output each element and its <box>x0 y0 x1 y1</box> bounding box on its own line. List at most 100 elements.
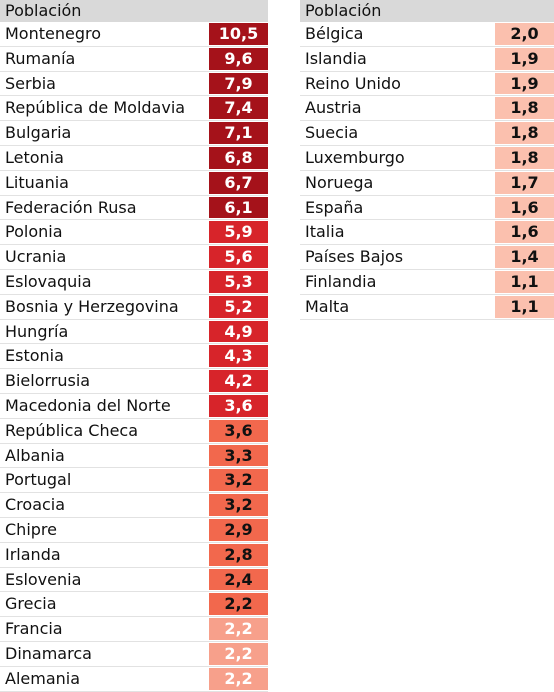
table-body: Montenegro 10,5 Rumanía 9,6 Serbia 7,9 Repúbli… <box>0 22 268 692</box>
country-name: Croacia <box>5 495 66 515</box>
value-cell: 4,3 <box>209 345 268 368</box>
table-row: España 1,6 <box>300 196 554 221</box>
country-name: Lituania <box>5 172 69 192</box>
table-row: Noruega 1,7 <box>300 171 554 196</box>
country-name: Bulgaria <box>5 123 72 143</box>
table-row: Grecia 2,2 <box>0 592 268 618</box>
table-row: Federación Rusa 6,1 <box>0 196 268 221</box>
table-row: Reino Unido 1,9 <box>300 72 554 97</box>
country-name: Federación Rusa <box>5 197 137 217</box>
table-row: Dinamarca 2,2 <box>0 642 268 667</box>
value-cell: 6,7 <box>209 171 268 194</box>
country-name: Letonia <box>5 147 64 167</box>
country-name: Reino Unido <box>305 73 401 93</box>
country-name: Malta <box>305 296 350 316</box>
country-name: República Checa <box>5 420 139 440</box>
value-cell: 2,2 <box>209 642 268 665</box>
table-body: Bélgica 2,0 Islandia 1,9 Reino Unido 1,9 Austr… <box>300 22 554 320</box>
table-row: Eslovenia 2,4 <box>0 568 268 593</box>
value-cell: 3,6 <box>209 394 268 417</box>
value-cell: 7,1 <box>209 122 268 144</box>
country-name: Países Bajos <box>305 247 404 267</box>
table-row: Bielorrusia 4,2 <box>0 369 268 394</box>
country-name: Finlandia <box>305 271 377 291</box>
table-row: Austria 1,8 <box>300 96 554 122</box>
country-name: Islandia <box>305 48 367 68</box>
table-right: Población Bélgica 2,0 Islandia 1,9 Reino Uni… <box>300 0 554 320</box>
country-name: Portugal <box>5 470 72 490</box>
value-cell: 4,2 <box>209 370 268 392</box>
country-name: Polonia <box>5 222 63 242</box>
table-row: Países Bajos 1,4 <box>300 245 554 270</box>
table-row: Finlandia 1,1 <box>300 270 554 295</box>
country-name: Eslovenia <box>5 569 82 589</box>
country-name: Austria <box>305 98 362 118</box>
table-left: Población Montenegro 10,5 Rumanía 9,6 Serbia… <box>0 0 268 692</box>
table-row: Ucrania 5,6 <box>0 245 268 270</box>
table-row: Luxemburgo 1,8 <box>300 146 554 171</box>
value-cell: 7,9 <box>209 72 268 95</box>
country-name: Hungría <box>5 321 69 341</box>
value-cell: 3,6 <box>209 419 268 442</box>
value-cell: 1,1 <box>495 295 554 318</box>
country-name: Irlanda <box>5 544 61 564</box>
table-row: Rumanía 9,6 <box>0 47 268 72</box>
table-header: Población <box>300 0 554 22</box>
country-name: Alemania <box>5 668 81 688</box>
value-cell: 9,6 <box>209 47 268 70</box>
table-row: Suecia 1,8 <box>300 121 554 146</box>
value-cell: 4,9 <box>209 320 268 343</box>
table-row: Albania 3,3 <box>0 444 268 469</box>
value-cell: 5,3 <box>209 270 268 293</box>
value-cell: 10,5 <box>209 23 268 45</box>
value-cell: 2,2 <box>209 618 268 640</box>
country-name: Bosnia y Herzegovina <box>5 296 179 316</box>
country-name: Montenegro <box>5 24 102 43</box>
table-row: Serbia 7,9 <box>0 72 268 97</box>
value-cell: 3,2 <box>209 469 268 492</box>
value-cell: 3,2 <box>209 494 268 516</box>
country-name: Suecia <box>305 123 359 143</box>
table-row: Irlanda 2,8 <box>0 543 268 568</box>
table-row: Montenegro 10,5 <box>0 22 268 47</box>
country-name: Albania <box>5 445 65 465</box>
country-name: Noruega <box>305 172 374 192</box>
value-cell: 1,9 <box>495 47 554 70</box>
value-cell: 2,0 <box>495 23 554 45</box>
table-row: Italia 1,6 <box>300 220 554 246</box>
country-name: República de Moldavia <box>5 98 186 118</box>
value-cell: 3,3 <box>209 444 268 467</box>
table-row: Bosnia y Herzegovina 5,2 <box>0 295 268 320</box>
table-row: Lituania 6,7 <box>0 171 268 196</box>
value-cell: 1,1 <box>495 270 554 293</box>
value-cell: 1,6 <box>495 196 554 219</box>
table-row: Chipre 2,9 <box>0 518 268 543</box>
table-row: Hungría 4,9 <box>0 320 268 345</box>
table-row: Polonia 5,9 <box>0 220 268 246</box>
country-name: Eslovaquia <box>5 271 92 291</box>
value-cell: 7,4 <box>209 97 268 120</box>
value-cell: 1,8 <box>495 122 554 144</box>
table-row: Croacia 3,2 <box>0 493 268 518</box>
table-row: Alemania 2,2 <box>0 667 268 692</box>
country-name: Rumanía <box>5 48 76 68</box>
value-cell: 1,4 <box>495 246 554 268</box>
country-name: Luxemburgo <box>305 147 405 167</box>
country-name: Italia <box>305 222 345 242</box>
value-cell: 2,2 <box>209 593 268 616</box>
table-row: República de Moldavia 7,4 <box>0 96 268 122</box>
table-row: Malta 1,1 <box>300 295 554 320</box>
value-cell: 1,7 <box>495 171 554 194</box>
value-cell: 6,8 <box>209 146 268 169</box>
country-name: Estonia <box>5 346 64 366</box>
country-name: Bielorrusia <box>5 371 91 391</box>
value-cell: 1,8 <box>495 97 554 120</box>
table-row: Francia 2,2 <box>0 617 268 642</box>
country-name: Dinamarca <box>5 643 92 663</box>
table-row: Estonia 4,3 <box>0 344 268 370</box>
value-cell: 1,9 <box>495 72 554 95</box>
table-row: Portugal 3,2 <box>0 468 268 494</box>
value-cell: 5,2 <box>209 295 268 318</box>
country-name: Macedonia del Norte <box>5 395 171 415</box>
country-name: Grecia <box>5 594 57 614</box>
